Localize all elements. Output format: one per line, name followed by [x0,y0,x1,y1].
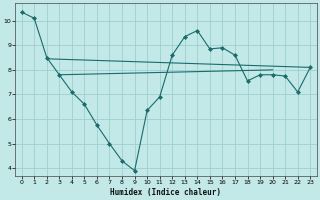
X-axis label: Humidex (Indice chaleur): Humidex (Indice chaleur) [110,188,221,197]
